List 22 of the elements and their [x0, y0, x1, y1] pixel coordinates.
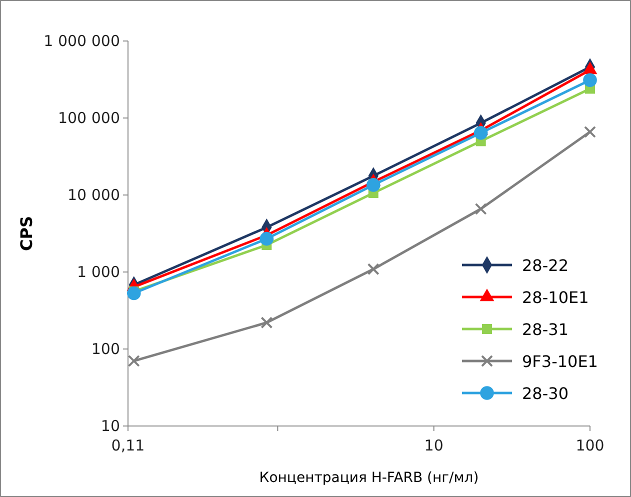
y-axis-title: CPS	[17, 216, 36, 251]
point	[366, 178, 380, 192]
legend-label: 28-22	[522, 256, 568, 275]
x-axis-title: Концентрация H-FARB (нг/мл)	[259, 470, 479, 486]
y-tick-label: 10 000	[68, 186, 120, 204]
point	[584, 126, 596, 138]
legend-label: 28-31	[522, 320, 568, 339]
point	[474, 202, 487, 215]
y-tick-label: 100 000	[58, 108, 120, 127]
legend-label: 28-10E1	[522, 288, 589, 307]
y-tick-label: 1 000 000	[44, 32, 120, 50]
y-tick-label: 10	[100, 416, 120, 435]
y-tick-label: 100	[91, 340, 120, 358]
x-tick-label: 10	[424, 436, 444, 454]
legend-label: 28-30	[522, 384, 568, 403]
y-tick-label: 1 000	[77, 262, 120, 281]
point	[367, 263, 380, 276]
x-tick-label: 0,11	[111, 436, 145, 454]
x-tick-label: 100	[576, 436, 604, 454]
point	[474, 126, 488, 140]
legend-label: 9F3-10E1	[522, 352, 598, 371]
point	[583, 73, 597, 88]
